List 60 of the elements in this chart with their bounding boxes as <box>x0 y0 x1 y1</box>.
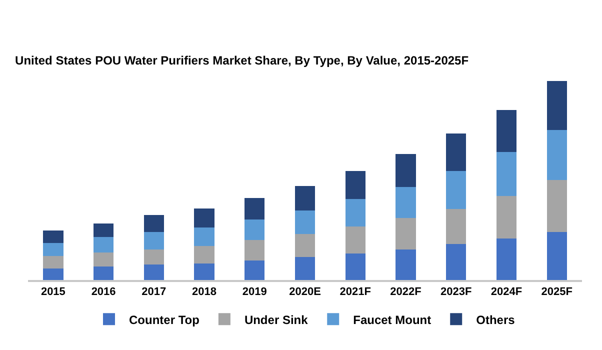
bar <box>93 266 114 280</box>
legend-label: Faucet Mount <box>353 312 432 327</box>
bar <box>345 171 366 200</box>
x-tick-label: 2018 <box>192 286 217 298</box>
bar <box>546 130 567 180</box>
bar <box>496 110 517 152</box>
bar <box>194 208 214 228</box>
bar <box>546 232 567 280</box>
bar <box>43 230 64 243</box>
bar <box>244 240 265 260</box>
bar <box>244 260 265 280</box>
legend-label: Counter Top <box>129 312 200 327</box>
x-tick-label: 2020E <box>289 286 321 298</box>
x-tick-label: 2016 <box>91 286 116 298</box>
bar <box>194 227 214 246</box>
bar <box>144 264 164 280</box>
bar <box>144 232 164 250</box>
bar <box>43 256 64 268</box>
bar <box>294 234 316 257</box>
bar <box>396 186 416 218</box>
x-tick-label: 2024F <box>490 286 522 298</box>
bar <box>345 226 366 254</box>
bar <box>43 268 64 280</box>
bar <box>546 180 567 232</box>
bar <box>93 237 114 253</box>
x-tick-label: 2017 <box>142 286 166 298</box>
bar <box>446 208 466 244</box>
bar <box>396 154 416 187</box>
bar <box>546 80 567 130</box>
bar <box>294 256 316 280</box>
x-tick-label: 2015 <box>40 286 66 298</box>
bar <box>446 171 466 209</box>
bar <box>194 246 214 264</box>
x-tick-label: 2025F <box>541 286 573 298</box>
x-tick-label: 2023F <box>440 286 472 298</box>
bar <box>244 198 265 220</box>
bar <box>294 210 316 234</box>
bar <box>144 215 164 232</box>
bar <box>345 254 366 280</box>
bar <box>144 249 164 265</box>
chart-title: United States POU Water Purifiers Market Share, By Type, By Value, 2015-2025F <box>15 53 469 68</box>
bar <box>244 219 265 240</box>
bar <box>496 196 517 238</box>
bar <box>396 218 416 250</box>
bar <box>93 223 114 238</box>
bar <box>345 199 366 226</box>
legend-label: Others <box>476 312 516 327</box>
x-tick-label: 2022F <box>390 286 422 298</box>
bar <box>446 244 466 280</box>
bar <box>294 186 316 211</box>
bar <box>446 134 466 172</box>
bar <box>43 242 64 256</box>
bar <box>496 152 517 196</box>
x-tick-label: 2019 <box>242 286 267 298</box>
legend-label: Under Sink <box>244 312 308 327</box>
bar <box>194 263 214 280</box>
bar <box>396 249 416 280</box>
bar <box>496 238 517 280</box>
bar <box>93 252 114 266</box>
x-tick-label: 2021F <box>340 286 372 298</box>
